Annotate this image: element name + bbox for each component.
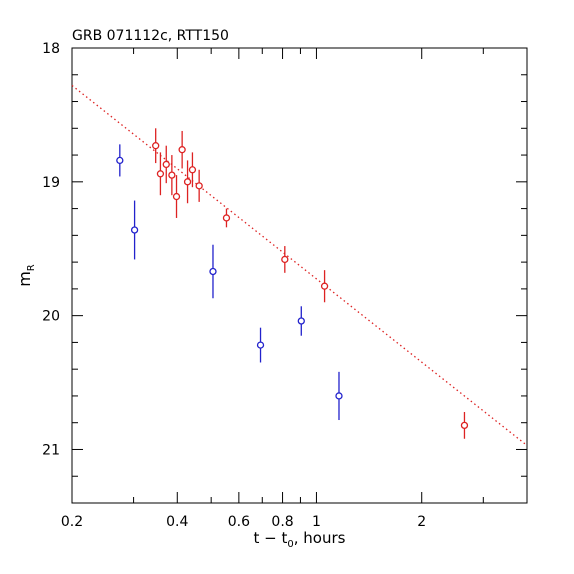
data-point — [172, 192, 181, 201]
data-point — [256, 341, 265, 349]
data-point — [209, 267, 217, 276]
data-point — [130, 226, 139, 234]
data-point — [188, 166, 197, 174]
data-point — [320, 282, 329, 290]
data-point — [297, 317, 305, 325]
y-tick-label: 21 — [42, 442, 60, 458]
data-point — [116, 156, 124, 165]
x-axis-label-suffix: , hours — [294, 529, 346, 547]
x-tick-label: 1 — [312, 514, 321, 530]
x-axis-label-subscript: 0 — [287, 539, 293, 550]
x-axis-ticks: 0.2 0.4 0.6 0.8 1 2 — [61, 48, 528, 530]
chart-title: GRB 071112c, RTT150 — [72, 28, 229, 44]
y-tick-label: 18 — [42, 41, 60, 57]
data-point — [152, 142, 160, 150]
y-tick-label: 19 — [42, 175, 60, 191]
plot-frame — [71, 47, 528, 504]
data-point — [183, 178, 192, 186]
y-axis-label: mR — [15, 264, 37, 287]
y-axis-label-main: m — [15, 271, 34, 287]
x-tick-label: 0.2 — [61, 514, 83, 530]
data-point — [168, 171, 176, 179]
fit-line — [71, 84, 528, 446]
y-axis-label-subscript: R — [26, 264, 37, 271]
data-point — [162, 160, 170, 169]
y-axis-ticks: 18 19 20 21 — [42, 41, 527, 504]
x-tick-label: 0.8 — [271, 514, 293, 530]
x-axis-label: t − t0, hours — [254, 529, 346, 550]
y-tick-label: 20 — [42, 309, 60, 325]
data-point — [335, 392, 343, 400]
plot-area: 0.2 0.4 0.6 0.8 1 2 18 19 20 21 — [42, 41, 528, 530]
data-point — [222, 214, 231, 222]
data-point — [195, 182, 203, 190]
x-tick-label: 2 — [417, 514, 426, 530]
x-tick-label: 0.6 — [228, 514, 250, 530]
fit-line-layer — [71, 84, 528, 446]
data-point — [460, 421, 469, 430]
series-0 — [152, 128, 469, 439]
x-tick-label: 0.4 — [166, 514, 188, 530]
data-point — [156, 170, 165, 178]
x-axis-label-main: t − t — [254, 529, 288, 547]
data-point — [281, 255, 289, 264]
data-point — [178, 146, 186, 154]
series-1 — [116, 144, 343, 421]
data-point-layer — [116, 128, 469, 439]
